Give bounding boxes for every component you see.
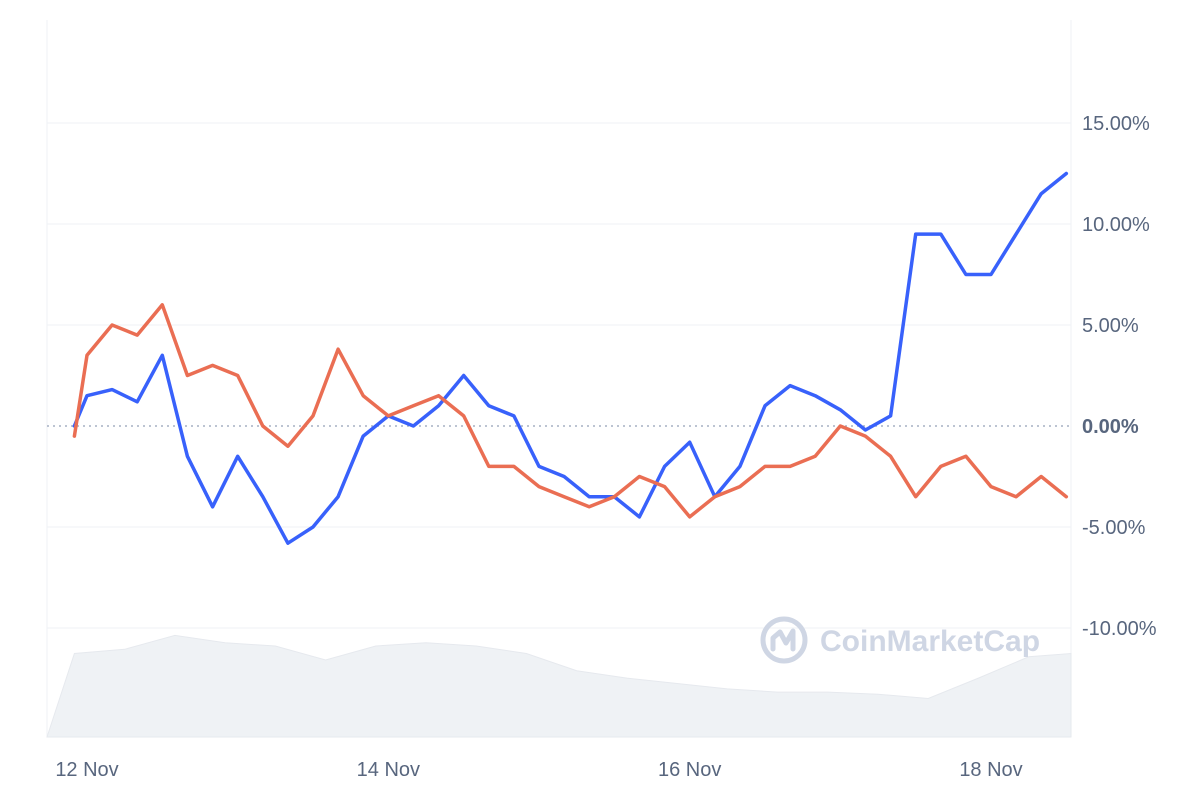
x-axis-tick-labels: 12 Nov 14 Nov 16 Nov 18 Nov <box>55 759 1022 781</box>
watermark-text: CoinMarketCap <box>820 625 1040 658</box>
y-axis-tick-labels: 15.00% 10.00% 5.00% 0.00% -5.00% -10.00% <box>1082 113 1157 640</box>
coinmarketcap-logo-icon <box>760 616 808 664</box>
y-tick-label: -10.00% <box>1082 618 1157 640</box>
x-tick-label: 14 Nov <box>357 759 420 781</box>
series-line-2 <box>72 303 1069 519</box>
grid-lines <box>46 20 1072 737</box>
y-tick-label: -5.00% <box>1082 517 1146 539</box>
series-line-1 <box>72 171 1069 545</box>
x-tick-label: 12 Nov <box>55 759 118 781</box>
x-tick-label: 16 Nov <box>658 759 721 781</box>
y-tick-label: 10.00% <box>1082 214 1150 236</box>
volume-area <box>46 634 1072 738</box>
volume-area-group <box>46 634 1072 738</box>
y-tick-label: 5.00% <box>1082 315 1139 337</box>
y-tick-label: 0.00% <box>1082 416 1139 438</box>
x-tick-label: 18 Nov <box>959 759 1022 781</box>
watermark: CoinMarketCap <box>760 616 1040 664</box>
series-lines <box>72 171 1069 545</box>
y-tick-label: 15.00% <box>1082 113 1150 135</box>
